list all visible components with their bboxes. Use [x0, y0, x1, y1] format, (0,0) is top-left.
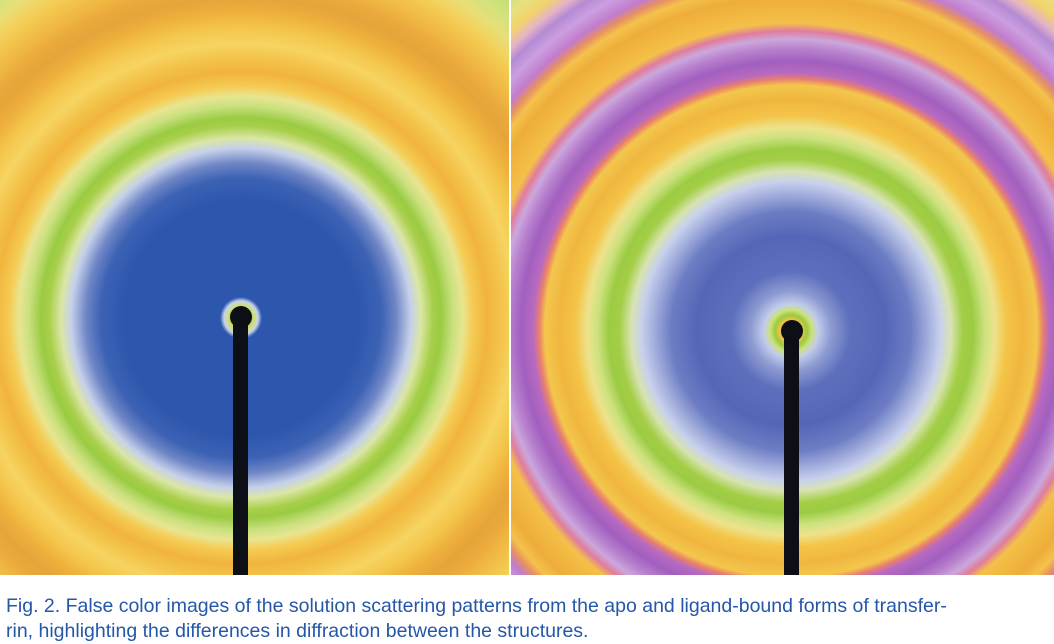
scattering-image-apo: [0, 0, 509, 575]
scattering-image-ligand-bound: [511, 0, 1054, 575]
caption-line-1: Fig. 2. False color images of the soluti…: [6, 595, 947, 617]
beamstop-arm-icon: [233, 316, 248, 575]
beamstop-arm-icon: [784, 330, 799, 575]
figure-caption: Fig. 2. False color images of the soluti…: [6, 594, 1050, 644]
figure: [0, 0, 1054, 575]
caption-line-2: rin, highlighting the differences in dif…: [6, 620, 589, 642]
scattering-rings-apo: [0, 0, 509, 575]
panel-divider: [509, 0, 511, 575]
beamstop-icon: [781, 320, 803, 342]
scattering-rings-ligand-bound: [511, 0, 1054, 575]
beamstop-icon: [230, 306, 252, 328]
